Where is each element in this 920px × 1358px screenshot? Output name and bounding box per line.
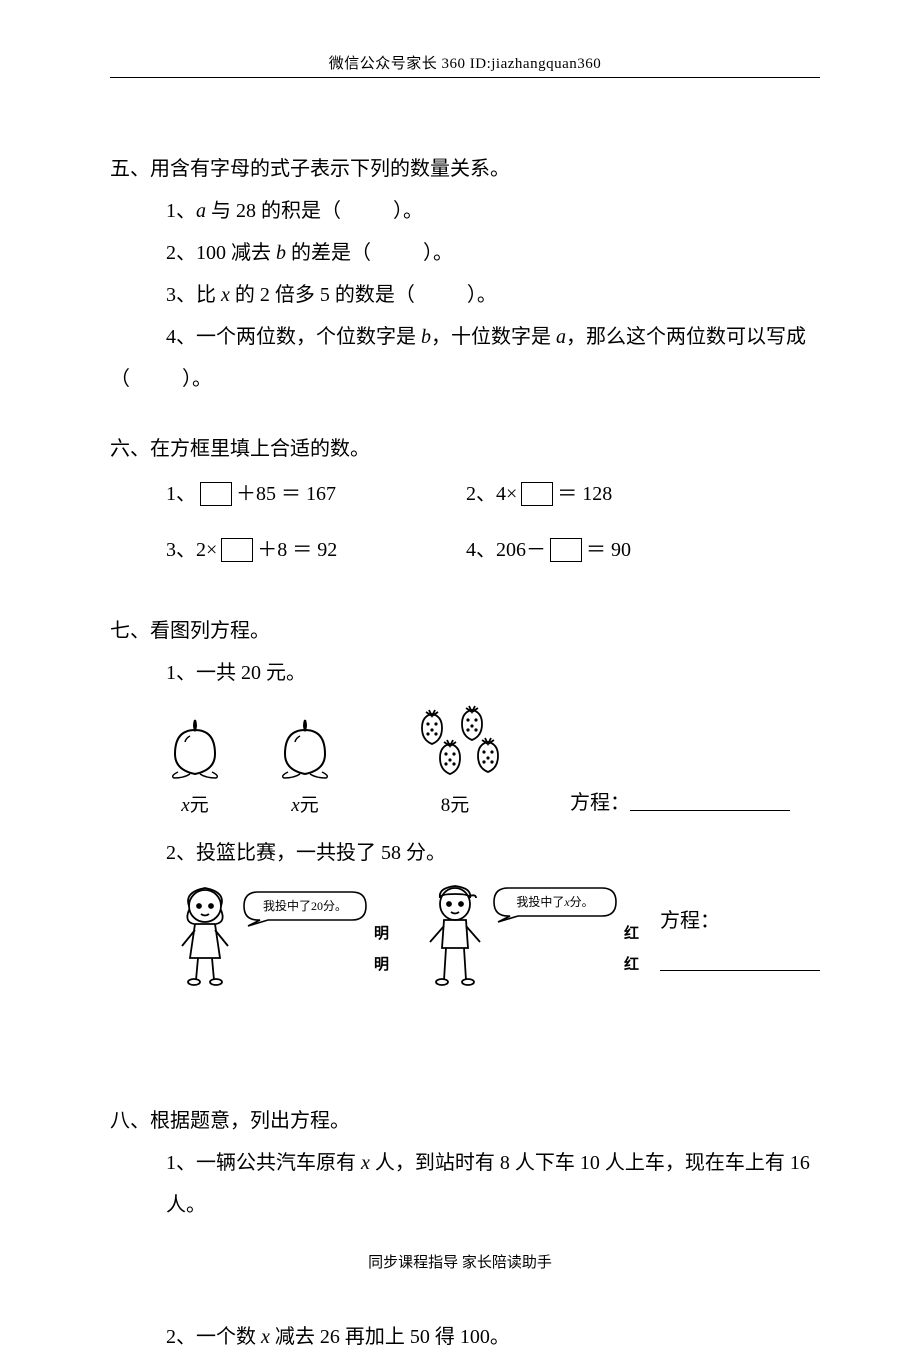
text: ＋85 ＝ 167 xyxy=(236,470,336,518)
text: ，十位数字是 xyxy=(431,326,556,348)
answer-box[interactable] xyxy=(221,538,253,562)
s7-q2: 2、投篮比赛，一共投了 58 分。 xyxy=(166,832,820,874)
peach-1: x元 xyxy=(160,712,230,826)
text: ）。 xyxy=(393,200,423,222)
speech-bubble-icon: 我投中了20分。 xyxy=(240,886,370,928)
s5-q4: 4、一个两位数，个位数字是 b，十位数字是 a，那么这个两位数可以写成 （ ）。 xyxy=(110,316,820,400)
s6-eq3: 3、2× ＋8 ＝ 92 xyxy=(166,526,466,574)
text: 3、比 xyxy=(166,284,221,306)
s6-eq4: 4、206－ ＝ 90 xyxy=(466,526,766,574)
section-6-title: 六、在方框里填上合适的数。 xyxy=(110,428,820,470)
answer-line[interactable] xyxy=(660,970,820,971)
text: 4、一个两位数，个位数字是 xyxy=(166,326,421,348)
text: 元 xyxy=(190,795,209,816)
var-x: x xyxy=(181,795,189,816)
bubble-1-text: 我投中了20分。 xyxy=(263,898,347,913)
page: 微信公众号家长 360 ID:jiazhangquan360 五、用含有字母的式… xyxy=(0,0,920,1302)
answer-box[interactable] xyxy=(521,482,553,506)
equation-prompt-1: 方程： xyxy=(570,782,790,826)
var-a: a xyxy=(556,326,566,348)
text: ）。 xyxy=(182,368,212,390)
child-2-group: 我投中了x分。 xyxy=(420,880,620,990)
text: 1、 xyxy=(166,470,196,518)
section-7-title: 七、看图列方程。 xyxy=(110,610,820,652)
section-7: 七、看图列方程。 1、一共 20 元。 x元 x元 xyxy=(110,610,820,990)
blank[interactable] xyxy=(415,284,467,306)
section-5-title: 五、用含有字母的式子表示下列的数量关系。 xyxy=(110,148,820,190)
blank[interactable] xyxy=(130,368,182,390)
section-8-title: 八、根据题意，列出方程。 xyxy=(110,1100,820,1142)
text: ＋8 ＝ 92 xyxy=(257,526,337,574)
text: 1、一辆公共汽车原有 xyxy=(166,1152,361,1174)
s6-row2: 3、2× ＋8 ＝ 92 4、206－ ＝ 90 xyxy=(166,526,820,574)
text: 方程： xyxy=(660,910,720,932)
s7-q1-figures: x元 x元 8元 xyxy=(110,702,820,826)
s5-q1: 1、a 与 28 的积是（ ）。 xyxy=(166,190,820,232)
page-footer: 同步课程指导 家长陪读助手 xyxy=(0,1251,920,1272)
text: 的 2 倍多 5 的数是（ xyxy=(230,284,415,306)
answer-box[interactable] xyxy=(200,482,232,506)
bubble-2-text: 我投中了x分。 xyxy=(516,894,593,909)
text: 元 xyxy=(300,795,319,816)
s7-q2-figures: 我投中了20分。 明明 xyxy=(110,880,820,990)
section-6: 六、在方框里填上合适的数。 1、 ＋85 ＝ 167 2、4× ＝ 128 3、2… xyxy=(110,428,820,574)
s6-eq1: 1、 ＋85 ＝ 167 xyxy=(166,470,466,518)
var-x: x xyxy=(291,795,299,816)
s8-q2: 2、一个数 x 减去 26 再加上 50 得 100。 xyxy=(166,1316,820,1358)
text: 与 28 的积是（ xyxy=(206,200,341,222)
page-header: 微信公众号家长 360 ID:jiazhangquan360 xyxy=(110,52,820,78)
s5-q3: 3、比 x 的 2 倍多 5 的数是（ ）。 xyxy=(166,274,820,316)
berry-label: 8元 xyxy=(441,786,470,826)
section-5: 五、用含有字母的式子表示下列的数量关系。 1、a 与 28 的积是（ ）。 2、… xyxy=(110,148,820,400)
var-b: b xyxy=(276,242,286,264)
var-a: a xyxy=(196,200,206,222)
text: 3、2× xyxy=(166,526,217,574)
strawberries: 8元 xyxy=(400,702,510,826)
text: ＝ 128 xyxy=(557,470,612,518)
peach-label: x元 xyxy=(291,786,318,826)
text: 减去 26 再加上 50 得 100。 xyxy=(270,1326,510,1348)
peach-label: x元 xyxy=(181,786,208,826)
blank[interactable] xyxy=(371,242,423,264)
var-x: x xyxy=(261,1326,270,1348)
child-1-group: 我投中了20分。 xyxy=(170,880,370,990)
var-b: b xyxy=(421,326,431,348)
s5-q2: 2、100 减去 b 的差是（ ）。 xyxy=(166,232,820,274)
boy-icon xyxy=(420,880,490,990)
text: 2、一个数 xyxy=(166,1326,261,1348)
text: 方程： xyxy=(570,792,630,814)
section-8: 八、根据题意，列出方程。 1、一辆公共汽车原有 x 人，到站时有 8 人下车 1… xyxy=(110,1100,820,1358)
s7-q1: 1、一共 20 元。 xyxy=(166,652,820,694)
speech-bubble-icon: 我投中了x分。 xyxy=(490,882,620,924)
s8-q1: 1、一辆公共汽车原有 x 人，到站时有 8 人下车 10 人上车，现在车上有 1… xyxy=(166,1142,820,1226)
text: ＝ 90 xyxy=(586,526,631,574)
text: 的差是（ xyxy=(286,242,371,264)
text: ，那么这个两位数可以写成 xyxy=(566,326,806,348)
blank[interactable] xyxy=(341,200,393,222)
text: 4、206－ xyxy=(466,526,546,574)
answer-line[interactable] xyxy=(630,810,790,811)
text: （ xyxy=(110,368,130,390)
peach-icon xyxy=(160,712,230,782)
var-x: x xyxy=(361,1152,370,1174)
strawberry-icon xyxy=(400,702,510,782)
s6-eq2: 2、4× ＝ 128 xyxy=(466,470,766,518)
answer-box[interactable] xyxy=(550,538,582,562)
peach-icon xyxy=(270,712,340,782)
equation-prompt-2: 方程： xyxy=(660,900,820,990)
text: ）。 xyxy=(467,284,497,306)
s6-row1: 1、 ＋85 ＝ 167 2、4× ＝ 128 xyxy=(166,470,820,518)
text: 2、4× xyxy=(466,470,517,518)
peach-2: x元 xyxy=(270,712,340,826)
text: 2、100 减去 xyxy=(166,242,276,264)
text: 1、 xyxy=(166,200,196,222)
var-x: x xyxy=(221,284,230,306)
girl-icon xyxy=(170,880,240,990)
text: ）。 xyxy=(423,242,453,264)
child-1-name: 明明 xyxy=(374,919,390,982)
child-2-name: 红红 xyxy=(624,919,640,982)
